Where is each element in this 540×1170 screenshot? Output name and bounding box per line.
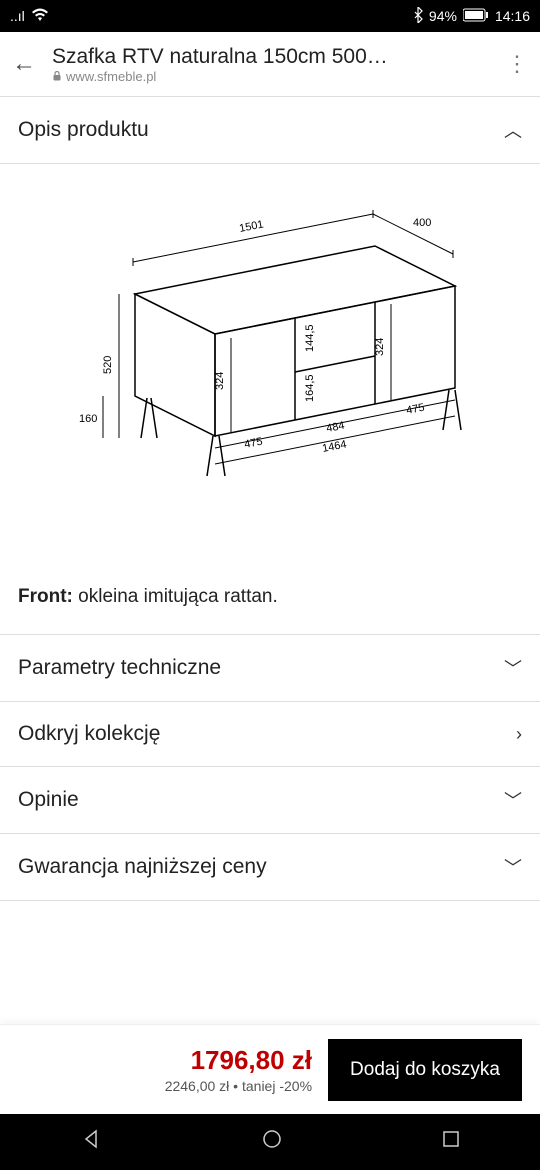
price-sub: 2246,00 zł • taniej -20%: [18, 1078, 328, 1094]
svg-text:400: 400: [413, 217, 431, 229]
chevron-down-icon: ﹀: [504, 787, 522, 813]
front-description: Front: okleina imitująca rattan.: [18, 564, 522, 634]
dimensions-diagram: 1501 400 160: [18, 184, 522, 564]
status-bar: ..ıl 94% 14:16: [0, 0, 540, 32]
section-label: Odkryj kolekcję: [18, 722, 160, 746]
back-button[interactable]: ←: [12, 50, 36, 78]
page-title: Szafka RTV naturalna 150cm 500…: [52, 45, 490, 69]
bluetooth-icon: [413, 7, 423, 26]
nav-home-button[interactable]: [262, 1129, 282, 1155]
section-label: Parametry techniczne: [18, 656, 221, 680]
android-nav-bar: [0, 1114, 540, 1170]
svg-text:144,5: 144,5: [304, 324, 316, 352]
chevron-right-icon: ›: [516, 724, 522, 745]
chevron-up-icon: ︿: [504, 117, 522, 143]
section-kolekcja[interactable]: Odkryj kolekcję ›: [0, 702, 540, 767]
svg-text:475: 475: [243, 436, 263, 451]
svg-text:1464: 1464: [321, 438, 347, 454]
section-label: Gwarancja najniższej ceny: [18, 855, 267, 879]
battery-pct: 94%: [429, 8, 457, 24]
chevron-down-icon: ﹀: [504, 854, 522, 880]
section-label: Opis produktu: [18, 118, 149, 142]
svg-text:324: 324: [374, 338, 386, 356]
section-gwarancja[interactable]: Gwarancja najniższej ceny ﹀: [0, 834, 540, 901]
chevron-down-icon: ﹀: [504, 655, 522, 681]
section-label: Opinie: [18, 788, 79, 812]
product-description-body: 1501 400 160: [0, 164, 540, 635]
nav-back-button[interactable]: [80, 1128, 102, 1156]
svg-text:475: 475: [405, 402, 425, 417]
browser-bar: ← Szafka RTV naturalna 150cm 500… www.sf…: [0, 32, 540, 96]
section-opinie[interactable]: Opinie ﹀: [0, 767, 540, 834]
svg-text:1501: 1501: [238, 218, 264, 234]
nav-recent-button[interactable]: [442, 1130, 460, 1154]
price-main: 1796,80 zł: [18, 1045, 328, 1076]
section-parametry[interactable]: Parametry techniczne ﹀: [0, 635, 540, 702]
svg-text:324: 324: [214, 372, 226, 390]
wifi-icon: [31, 8, 49, 25]
page-url: www.sfmeble.pl: [52, 69, 490, 84]
battery-icon: [463, 8, 489, 25]
section-opis[interactable]: Opis produktu ︿: [0, 96, 540, 164]
svg-text:160: 160: [79, 413, 97, 425]
signal-icon: ..ıl: [10, 8, 25, 24]
svg-text:520: 520: [102, 356, 114, 374]
svg-text:484: 484: [325, 420, 345, 435]
add-to-cart-button[interactable]: Dodaj do koszyka: [328, 1039, 522, 1101]
menu-button[interactable]: ⋮: [506, 51, 528, 77]
lock-icon: [52, 69, 62, 84]
svg-text:164,5: 164,5: [304, 374, 316, 402]
purchase-bar: 1796,80 zł 2246,00 zł • taniej -20% Doda…: [0, 1024, 540, 1114]
clock: 14:16: [495, 8, 530, 24]
